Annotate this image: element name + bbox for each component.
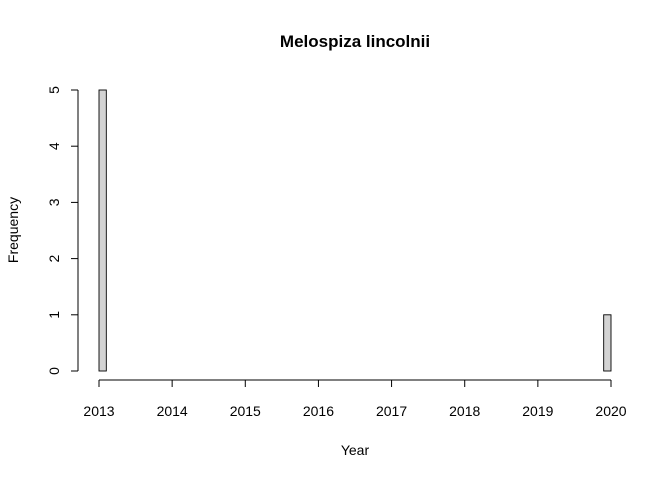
- x-tick-label: 2014: [157, 403, 188, 419]
- y-tick-label: 1: [46, 311, 62, 319]
- chart-title: Melospiza lincolnii: [280, 32, 430, 51]
- y-tick-label: 3: [46, 198, 62, 206]
- x-tick-label: 2017: [376, 403, 407, 419]
- y-axis: 0 1 2 3 4 5: [46, 86, 79, 375]
- x-tick-label: 2018: [449, 403, 480, 419]
- y-tick-label: 0: [46, 367, 62, 375]
- x-tick-label: 2015: [230, 403, 261, 419]
- bars-group: [98, 89, 612, 372]
- x-axis: 2013 2014 2015 2016 2017 2018 2019 2020: [83, 379, 627, 419]
- histogram-bar: [603, 314, 612, 372]
- x-tick-label: 2016: [303, 403, 334, 419]
- x-tick-label: 2013: [83, 403, 114, 419]
- y-tick-label: 2: [46, 254, 62, 262]
- x-axis-label: Year: [341, 442, 370, 458]
- x-tick-label: 2019: [522, 403, 553, 419]
- y-tick-label: 5: [46, 86, 62, 94]
- histogram-bar: [98, 89, 107, 372]
- y-axis-label: Frequency: [5, 197, 21, 263]
- x-tick-label: 2020: [595, 403, 626, 419]
- y-tick-label: 4: [46, 142, 62, 150]
